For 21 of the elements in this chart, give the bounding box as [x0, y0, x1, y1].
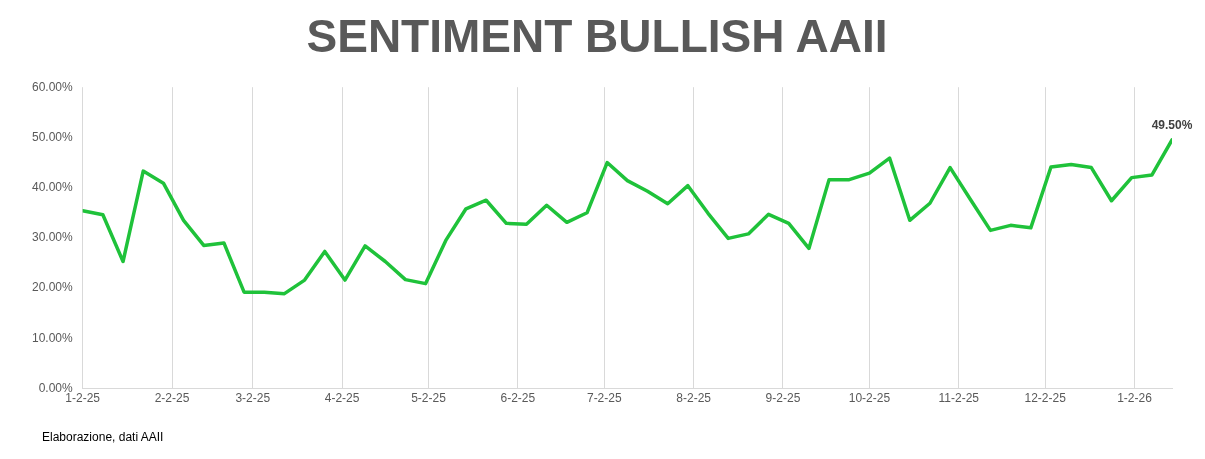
- data-label: 49.50%: [1151, 118, 1193, 133]
- x-tick-label: 11-2-25: [938, 391, 980, 406]
- y-tick-label: 30.00%: [32, 230, 74, 245]
- x-tick-label: 3-2-25: [235, 391, 271, 406]
- x-tick-label: 2-2-25: [154, 391, 190, 406]
- x-tick-label: 6-2-25: [500, 391, 536, 406]
- x-tick-label: 7-2-25: [586, 391, 622, 406]
- x-tick-label: 12-2-25: [1024, 391, 1067, 406]
- chart-title: SENTIMENT BULLISH AAII: [306, 10, 888, 63]
- text: Elaborazione, dati AAII: [42, 430, 164, 444]
- x-tick-label: 1-2-26: [1117, 391, 1153, 406]
- y-tick-label: 40.00%: [32, 179, 74, 194]
- x-tick-label: 8-2-25: [676, 391, 712, 406]
- x-tick-label: 9-2-25: [765, 391, 801, 406]
- x-tick-label: 4-2-25: [324, 391, 360, 406]
- x-tick-label: 10-2-25: [848, 391, 891, 406]
- y-tick-label: 50.00%: [32, 129, 74, 144]
- x-tick-label: 5-2-25: [411, 391, 447, 406]
- y-tick-label: 20.00%: [32, 280, 74, 295]
- y-tick-label: 60.00%: [32, 79, 74, 94]
- y-tick-label: 10.00%: [32, 330, 74, 345]
